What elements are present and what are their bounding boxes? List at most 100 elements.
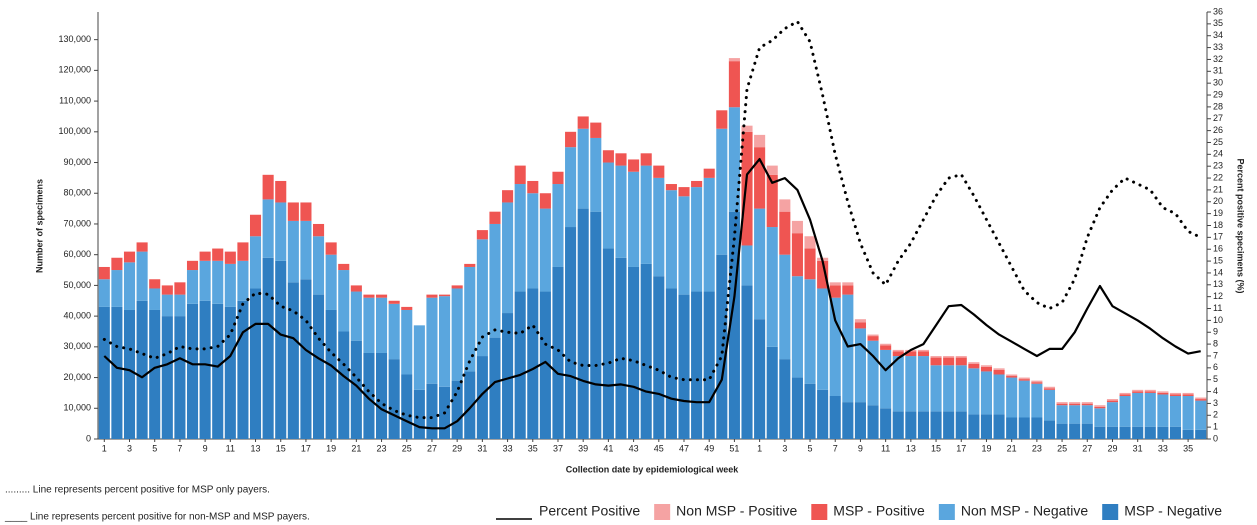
bar [791, 377, 803, 439]
bar [1195, 429, 1207, 439]
legend-swatch [654, 504, 671, 520]
x-tick-label: 41 [603, 443, 613, 453]
bar [149, 288, 161, 310]
bar [943, 365, 955, 412]
bar [388, 303, 400, 360]
bar [1119, 392, 1131, 395]
bar [817, 260, 829, 289]
x-tick-label: 13 [251, 443, 261, 453]
bar [1182, 395, 1194, 430]
x-tick-label: 3 [782, 443, 787, 453]
bar [1106, 399, 1119, 401]
bar [502, 313, 514, 439]
y2-tick-label: 15 [1213, 255, 1223, 265]
bar [350, 285, 362, 292]
y2-tick-label: 25 [1213, 137, 1223, 147]
bar [943, 357, 955, 366]
bar [653, 165, 665, 178]
y2-tick-label: 36 [1213, 6, 1223, 16]
bar [514, 184, 526, 292]
bar [665, 190, 677, 289]
bar [1132, 391, 1144, 393]
bar [451, 285, 463, 289]
bar [237, 260, 249, 301]
bar [678, 196, 690, 295]
bar [930, 357, 942, 366]
bar [502, 202, 514, 314]
bar [1081, 403, 1093, 406]
bar [892, 411, 904, 439]
y-tick-label: 10,000 [63, 403, 91, 413]
bar [325, 254, 337, 310]
bar [111, 257, 123, 271]
x-tick-label: 5 [152, 443, 157, 453]
bar [439, 296, 451, 387]
bar [287, 282, 299, 439]
bar [565, 227, 577, 439]
bar [993, 374, 1005, 415]
bar [892, 349, 904, 352]
y2-tick-label: 26 [1213, 125, 1223, 135]
y-tick-label: 50,000 [63, 280, 91, 290]
bar [363, 297, 375, 353]
bar [1169, 392, 1182, 395]
bar [212, 248, 224, 261]
bar [842, 402, 854, 439]
bar [766, 227, 778, 347]
bar [1195, 400, 1207, 430]
bar [854, 402, 866, 439]
bar [867, 340, 879, 406]
bar [955, 365, 967, 412]
y2-tick-label: 4 [1213, 386, 1218, 396]
bar [665, 288, 677, 439]
y2-tick-label: 20 [1213, 196, 1223, 206]
bar [980, 414, 993, 439]
bar [653, 276, 665, 439]
bar [325, 309, 337, 439]
x-tick-label: 7 [833, 443, 838, 453]
bar [577, 128, 589, 209]
x-tick-label: 39 [578, 443, 588, 453]
bar [1006, 377, 1018, 418]
y-axis-title: Number of specimens [34, 179, 44, 273]
bar [539, 291, 551, 439]
bar [502, 190, 514, 203]
bar [338, 270, 350, 332]
bar [1069, 402, 1081, 404]
bar [539, 193, 551, 209]
legend-swatch [938, 504, 955, 520]
bar [1182, 392, 1194, 395]
y-tick-label: 110,000 [59, 95, 91, 105]
x-tick-label: 5 [808, 443, 813, 453]
bar [426, 297, 438, 384]
bar [1018, 379, 1030, 381]
bar [1144, 392, 1156, 427]
bar [842, 294, 854, 403]
bar [413, 325, 425, 390]
bar [728, 211, 740, 439]
bar [829, 297, 841, 396]
bar [779, 254, 791, 360]
bar [1144, 389, 1156, 392]
x-tick-label: 17 [301, 443, 311, 453]
y2-tick-label: 29 [1213, 89, 1223, 99]
bar [829, 285, 841, 298]
bar [691, 187, 703, 292]
bar [829, 395, 841, 439]
bar [766, 174, 778, 228]
bar [703, 291, 715, 439]
bar [1132, 426, 1144, 439]
bar [854, 322, 866, 329]
bar [249, 214, 262, 237]
bar [1094, 408, 1106, 427]
x-tick-label: 1 [102, 443, 107, 453]
bar [1069, 405, 1081, 424]
bar [1031, 417, 1043, 439]
bar [905, 411, 917, 439]
bar [1031, 383, 1043, 418]
x-tick-label: 23 [1032, 443, 1042, 453]
bar [968, 368, 980, 415]
bar [161, 316, 173, 439]
line [103, 158, 1201, 430]
bar [363, 352, 375, 439]
